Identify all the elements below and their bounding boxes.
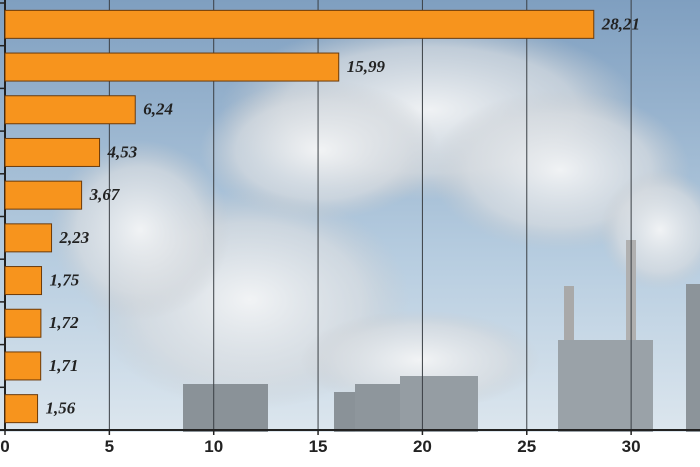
bar	[4, 9, 595, 39]
value-label: 15,99	[347, 57, 386, 76]
bar	[4, 52, 340, 82]
x-tick-label: 25	[517, 437, 536, 456]
x-tick-label: 10	[204, 437, 223, 456]
x-tick-label: 15	[309, 437, 328, 456]
value-label: 28,21	[601, 14, 640, 33]
bar	[4, 180, 83, 210]
x-tick-label: 30	[622, 437, 641, 456]
value-label: 1,72	[49, 313, 79, 332]
bar	[4, 308, 42, 338]
value-label: 3,67	[89, 185, 121, 204]
bar	[4, 95, 136, 125]
bar	[4, 223, 53, 253]
value-label: 1,56	[46, 399, 76, 418]
x-tick-label: 0	[0, 437, 9, 456]
value-label: 6,24	[143, 100, 173, 119]
x-tick-label: 5	[105, 437, 114, 456]
bar	[4, 137, 101, 167]
value-label: 2,23	[59, 228, 90, 247]
value-label: 1,71	[49, 356, 79, 375]
value-label: 4,53	[107, 142, 138, 161]
bar	[4, 394, 39, 424]
x-tick-label: 20	[413, 437, 432, 456]
bar	[4, 266, 43, 296]
bar	[4, 351, 42, 381]
value-label: 1,75	[50, 270, 80, 289]
